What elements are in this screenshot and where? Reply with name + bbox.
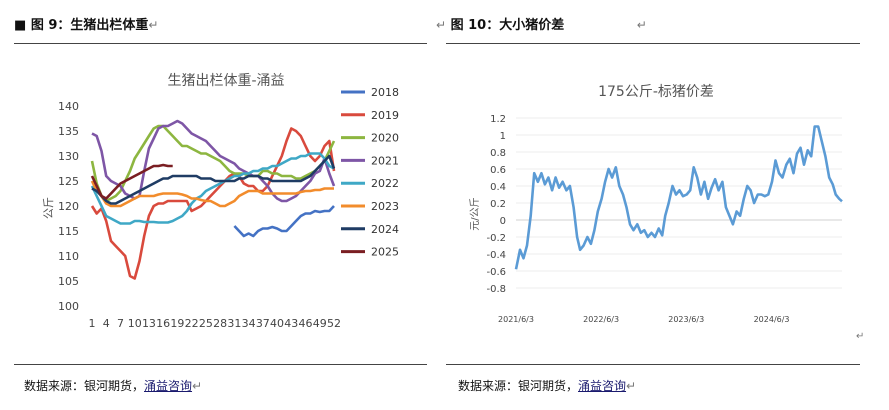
y-tick-label: 125 bbox=[58, 175, 79, 188]
left-source-note: 数据来源：银河期货，涌益咨询↵ bbox=[24, 377, 202, 394]
chart-title: 175公斤-标猪价差 bbox=[598, 84, 714, 100]
y-tick-label: 100 bbox=[58, 300, 79, 313]
x-tick-label: 16 bbox=[156, 317, 170, 330]
series-line-2024 bbox=[91, 154, 336, 205]
x-tick-label: 25 bbox=[199, 317, 213, 330]
x-tick-label: 7 bbox=[117, 317, 124, 330]
x-tick-label: 2024/6/3 bbox=[754, 315, 790, 324]
right-figure-label: 图 10：大小猪价差 bbox=[450, 18, 565, 33]
series-line-2025 bbox=[90, 163, 173, 200]
source-link[interactable]: 涌益咨询 bbox=[144, 379, 193, 393]
y-tick-label: 0.8 bbox=[490, 148, 506, 159]
y-tick-label: 1 bbox=[500, 131, 506, 142]
left-figure-title: ■ 图 9：生猪出栏体重↵ bbox=[14, 14, 158, 33]
return-mark: ↵ bbox=[148, 18, 159, 32]
legend-label-2025: 2025 bbox=[371, 246, 399, 259]
x-tick-label: 2021/6/3 bbox=[498, 315, 534, 324]
series-line-2020 bbox=[90, 124, 336, 203]
y-tick-label: 1.2 bbox=[490, 114, 506, 125]
y-tick-label: 110 bbox=[58, 250, 79, 263]
chart-title: 生猪出栏体重-涌益 bbox=[167, 73, 284, 89]
x-tick-label: 22 bbox=[185, 317, 199, 330]
left-bottom-rule bbox=[14, 364, 427, 365]
bullet-mark: ■ bbox=[14, 18, 27, 33]
series-line-2022 bbox=[90, 152, 335, 225]
legend-label-2019: 2019 bbox=[371, 109, 399, 122]
x-tick-label: 40 bbox=[270, 317, 284, 330]
series-line-2023 bbox=[90, 180, 334, 208]
legend-label-2021: 2021 bbox=[371, 154, 399, 167]
right-source-note: 数据来源：银河期货，涌益咨询↵ bbox=[458, 377, 636, 394]
x-tick-label: 28 bbox=[213, 317, 227, 330]
x-tick-label: 43 bbox=[284, 317, 298, 330]
source-prefix: 数据来源：银河期货， bbox=[24, 379, 145, 393]
legend-label-2020: 2020 bbox=[371, 132, 399, 145]
right-top-rule bbox=[446, 43, 860, 44]
return-mark: ↵ bbox=[626, 379, 637, 393]
x-tick-label: 1 bbox=[89, 317, 96, 330]
right-figure-title: ↵ 图 10：大小猪价差 ↵ bbox=[436, 14, 647, 33]
y-axis-label: 公斤 bbox=[42, 197, 55, 219]
legend-label-2024: 2024 bbox=[371, 223, 399, 236]
x-tick-label: 37 bbox=[256, 317, 270, 330]
series-line-2018 bbox=[233, 205, 335, 238]
series-line-spread bbox=[514, 125, 843, 270]
x-tick-label: 13 bbox=[142, 317, 156, 330]
source-link[interactable]: 涌益咨询 bbox=[578, 379, 627, 393]
source-prefix: 数据来源：银河期货， bbox=[458, 379, 579, 393]
y-tick-label: 120 bbox=[58, 200, 79, 213]
series-line-2019 bbox=[90, 127, 336, 280]
y-tick-label: -0.2 bbox=[486, 233, 506, 244]
x-tick-label: 34 bbox=[242, 317, 256, 330]
y-tick-label: 130 bbox=[58, 150, 79, 163]
spread-chart: 175公斤-标猪价差 元/公斤 -0.8 -0.6 -0.4 -0.2 0 0.2 0.4 0… bbox=[469, 84, 864, 342]
y-axis-label: 元/公斤 bbox=[469, 197, 481, 230]
y-tick-label: -0.8 bbox=[486, 284, 506, 295]
y-tick-label: 0.6 bbox=[490, 165, 506, 176]
return-mark: ↵ bbox=[856, 331, 864, 342]
x-tick-label: 46 bbox=[299, 317, 313, 330]
return-mark: ↵ bbox=[636, 18, 647, 32]
legend-label-2018: 2018 bbox=[371, 86, 399, 99]
x-tick-label: 2022/6/3 bbox=[583, 315, 619, 324]
right-bottom-rule bbox=[446, 364, 860, 365]
y-tick-label: 140 bbox=[58, 100, 79, 113]
y-tick-label: 115 bbox=[58, 225, 79, 238]
y-tick-label: 105 bbox=[58, 275, 79, 288]
x-tick-label: 4 bbox=[103, 317, 110, 330]
y-tick-label: 0 bbox=[500, 216, 506, 227]
weight-chart: 生猪出栏体重-涌益 公斤 100105110115120125130135140… bbox=[42, 73, 399, 330]
x-tick-label: 31 bbox=[227, 317, 241, 330]
y-tick-label: 0.4 bbox=[490, 182, 506, 193]
return-mark: ↵ bbox=[192, 379, 203, 393]
x-tick-label: 19 bbox=[170, 317, 184, 330]
return-mark: ↵ bbox=[436, 18, 447, 32]
legend-label-2023: 2023 bbox=[371, 200, 399, 213]
x-tick-label: 49 bbox=[313, 317, 327, 330]
x-tick-label: 52 bbox=[327, 317, 341, 330]
y-tick-label: -0.6 bbox=[486, 267, 506, 278]
x-tick-label: 10 bbox=[128, 317, 142, 330]
left-figure-label: 图 9：生猪出栏体重 bbox=[30, 18, 149, 33]
y-tick-label: 0.2 bbox=[490, 199, 506, 210]
y-tick-label: -0.4 bbox=[486, 250, 506, 261]
legend-label-2022: 2022 bbox=[371, 177, 399, 190]
series-line-2021 bbox=[91, 119, 336, 203]
y-tick-label: 135 bbox=[58, 125, 79, 138]
left-top-rule bbox=[14, 43, 427, 44]
x-tick-label: 2023/6/3 bbox=[668, 315, 704, 324]
